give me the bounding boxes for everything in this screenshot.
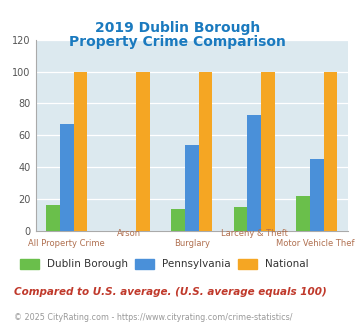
Text: © 2025 CityRating.com - https://www.cityrating.com/crime-statistics/: © 2025 CityRating.com - https://www.city… <box>14 313 293 322</box>
Bar <box>136 72 150 231</box>
Bar <box>310 159 323 231</box>
Text: Burglary: Burglary <box>174 239 210 248</box>
Text: 2019 Dublin Borough: 2019 Dublin Borough <box>95 21 260 35</box>
Bar <box>171 209 185 231</box>
Bar <box>247 115 261 231</box>
Legend: Dublin Borough, Pennsylvania, National: Dublin Borough, Pennsylvania, National <box>16 255 313 274</box>
Bar <box>185 145 198 231</box>
Text: Compared to U.S. average. (U.S. average equals 100): Compared to U.S. average. (U.S. average … <box>14 287 327 297</box>
Bar <box>60 124 73 231</box>
Text: Property Crime Comparison: Property Crime Comparison <box>69 35 286 49</box>
Text: Arson: Arson <box>117 229 141 238</box>
Bar <box>234 207 247 231</box>
Bar <box>261 72 275 231</box>
Text: All Property Crime: All Property Crime <box>28 239 105 248</box>
Bar <box>73 72 87 231</box>
Bar <box>296 196 310 231</box>
Text: Motor Vehicle Theft: Motor Vehicle Theft <box>276 239 355 248</box>
Bar <box>46 206 60 231</box>
Text: Larceny & Theft: Larceny & Theft <box>221 229 288 238</box>
Bar <box>323 72 337 231</box>
Bar <box>198 72 212 231</box>
